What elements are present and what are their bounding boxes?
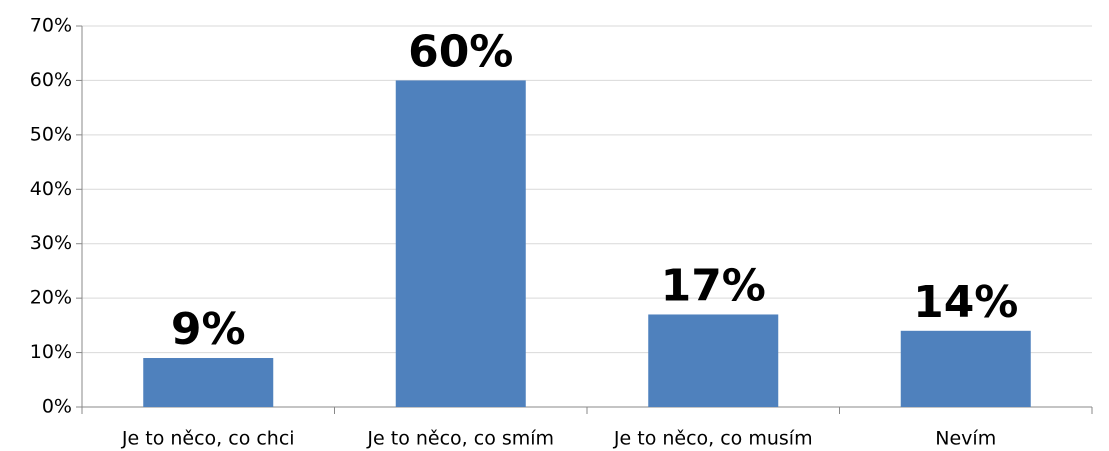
value-label: 17% [661,260,766,311]
y-tick-label: 60% [30,69,72,91]
bar [900,330,1031,407]
y-tick-label: 70% [30,15,72,37]
y-tick-label: 0% [42,396,72,418]
value-label: 9% [171,304,246,355]
x-tick-label: Je to něco, co musím [613,428,813,450]
value-label: 14% [913,277,1018,328]
value-label: 60% [408,26,513,77]
x-tick-label: Nevím [935,428,996,450]
y-tick-label: 50% [30,123,72,145]
bar [143,358,274,407]
x-tick-label: Je to něco, co chci [121,428,295,450]
y-tick-label: 30% [30,232,72,254]
bar [648,314,779,407]
x-tick-label: Je to něco, co smím [366,428,554,450]
y-tick-label: 10% [30,341,72,363]
y-tick-label: 20% [30,287,72,309]
y-tick-label: 40% [30,178,72,200]
bar [395,80,526,407]
